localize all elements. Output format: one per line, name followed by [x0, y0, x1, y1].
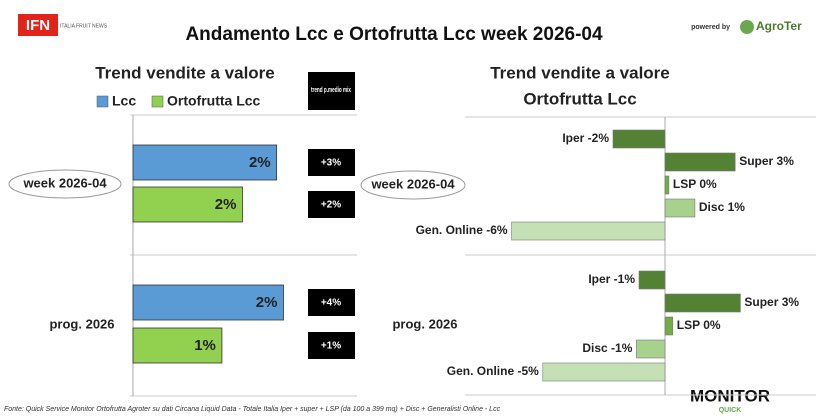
category-ellipse	[8, 169, 122, 199]
bar	[664, 293, 741, 313]
bar	[132, 327, 223, 364]
value-label: 2%	[215, 196, 237, 213]
value-label: Super 3%	[739, 154, 794, 168]
category-label: prog. 2026	[49, 316, 114, 331]
legend-label: Lcc	[112, 93, 136, 109]
logo-sub: ITALIA FRUIT NEWS	[60, 23, 108, 29]
trend-label: +1%	[321, 341, 341, 352]
bar	[132, 284, 284, 321]
trend-label: +2%	[321, 200, 341, 211]
value-label: Gen. Online -6%	[416, 223, 508, 237]
trend-box	[308, 289, 355, 316]
title: Andamento Lcc e Ortofrutta Lcc week 2026…	[185, 24, 603, 45]
trend-box	[308, 191, 355, 218]
category-ellipse	[360, 170, 466, 200]
logo: IFN	[26, 17, 50, 34]
legend-swatch	[96, 95, 109, 108]
logo-box	[18, 14, 58, 36]
bar	[664, 198, 696, 218]
powered-by: powered by	[691, 24, 730, 31]
value-label: Super 3%	[744, 295, 799, 309]
trend-label: +4%	[321, 298, 341, 309]
value-label: Iper -1%	[588, 272, 635, 286]
value-label: Disc -1%	[582, 341, 632, 355]
value-label: Gen. Online -5%	[447, 364, 539, 378]
value-label: 1%	[194, 337, 216, 354]
bar	[636, 339, 666, 359]
trend-title-box	[308, 72, 355, 110]
chart-title: Trend vendite a valore	[490, 63, 670, 82]
source: Fonte: Quick Service Monitor Ortofrutta …	[4, 406, 501, 413]
footer-logo: MONITOR	[690, 386, 770, 405]
bar	[542, 362, 666, 382]
category-label: week 2026-04	[22, 175, 107, 190]
value-label: Iper -2%	[562, 131, 609, 145]
bar	[664, 175, 670, 195]
value-label: Disc 1%	[699, 200, 745, 214]
value-label: 2%	[256, 294, 278, 311]
legend-swatch	[151, 95, 164, 108]
trend-label: +3%	[321, 158, 341, 169]
bar	[132, 144, 278, 181]
legend-label: Ortofrutta Lcc	[167, 93, 261, 109]
bar	[664, 152, 736, 172]
category-label: week 2026-04	[370, 176, 455, 191]
value-label: LSP 0%	[677, 318, 721, 332]
footer-logo-sub: QUICK	[719, 407, 742, 414]
bar	[132, 186, 243, 223]
chart-subtitle: Ortofrutta Lcc	[523, 89, 636, 108]
value-label: 2%	[249, 154, 271, 171]
trend-title: trend p.medio mix	[311, 87, 351, 94]
brand: AgroTer	[756, 19, 802, 33]
category-label: prog. 2026	[392, 316, 457, 331]
bar	[638, 270, 666, 290]
trend-box	[308, 332, 355, 359]
bar	[511, 221, 666, 241]
trend-box	[308, 149, 355, 176]
brand-icon	[740, 20, 754, 34]
value-label: LSP 0%	[673, 177, 717, 191]
bar	[664, 316, 674, 336]
bar	[612, 129, 666, 149]
chart-title: Trend vendite a valore	[95, 63, 275, 82]
